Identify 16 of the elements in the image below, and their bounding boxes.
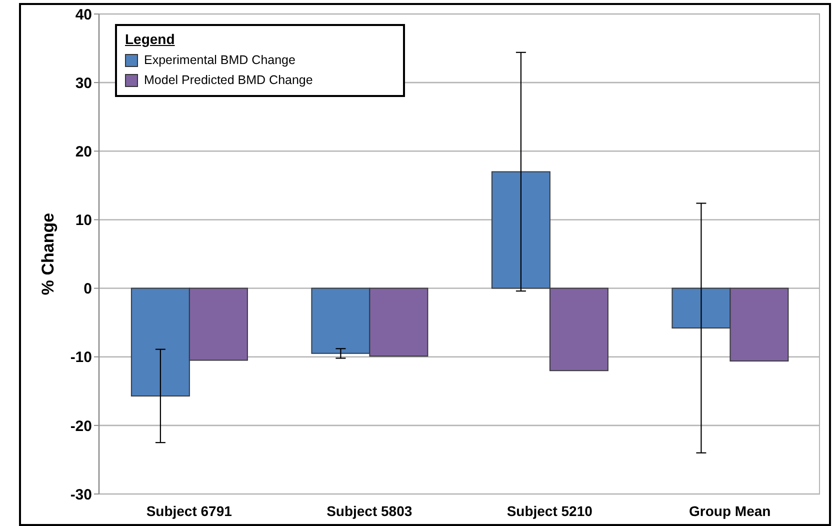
- y-tick-label: 10: [75, 212, 92, 230]
- legend-label: Model Predicted BMD Change: [144, 73, 313, 87]
- legend-label: Experimental BMD Change: [144, 53, 296, 67]
- x-tick-label: Subject 6791: [146, 502, 232, 519]
- x-tick-label: Subject 5210: [506, 502, 593, 519]
- y-tick-label: -30: [70, 486, 92, 504]
- y-tick-label: 20: [75, 143, 92, 160]
- y-axis-title: % Change: [38, 212, 58, 296]
- y-tick-label: -10: [70, 349, 92, 366]
- legend-title: Legend: [125, 31, 176, 47]
- x-tick-label: Group Mean: [689, 502, 771, 519]
- y-tick-label: 30: [75, 74, 92, 92]
- y-tick-label: 40: [75, 6, 92, 24]
- y-tick-label: -20: [70, 418, 92, 435]
- x-tick-label: Subject 5803: [326, 502, 412, 519]
- y-tick-label: 0: [84, 280, 92, 298]
